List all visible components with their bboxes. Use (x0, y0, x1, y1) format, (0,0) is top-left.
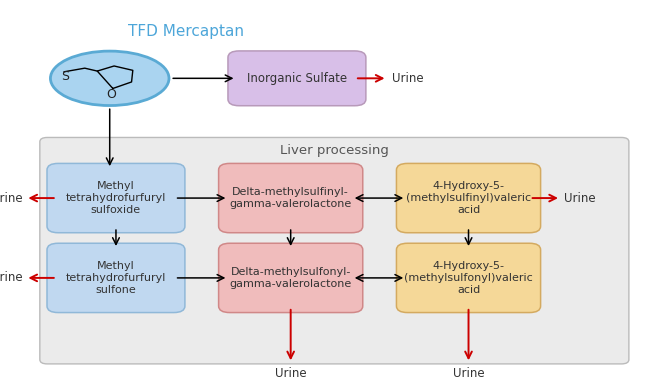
Text: Urine: Urine (0, 192, 22, 204)
Text: Urine: Urine (564, 192, 595, 204)
Text: Liver processing: Liver processing (280, 144, 389, 157)
FancyBboxPatch shape (218, 243, 363, 313)
Ellipse shape (51, 51, 169, 105)
Text: Delta-methylsulfinyl-
gamma-valerolactone: Delta-methylsulfinyl- gamma-valerolacton… (229, 187, 352, 209)
Text: Urine: Urine (393, 72, 424, 85)
FancyBboxPatch shape (218, 163, 363, 233)
Text: S: S (61, 70, 69, 83)
FancyBboxPatch shape (47, 163, 185, 233)
Text: Urine: Urine (0, 271, 22, 284)
Text: Inorganic Sulfate: Inorganic Sulfate (247, 72, 347, 85)
Text: 4-Hydroxy-5-
(methylsulfonyl)valeric
acid: 4-Hydroxy-5- (methylsulfonyl)valeric aci… (404, 260, 533, 295)
Text: 4-Hydroxy-5-
(methylsulfinyl)valeric
acid: 4-Hydroxy-5- (methylsulfinyl)valeric aci… (406, 181, 531, 215)
FancyBboxPatch shape (40, 138, 629, 364)
FancyBboxPatch shape (47, 243, 185, 313)
FancyBboxPatch shape (228, 51, 366, 106)
Text: Methyl
tetrahydrofurfuryl
sulfoxide: Methyl tetrahydrofurfuryl sulfoxide (66, 181, 166, 215)
Text: Delta-methylsulfonyl-
gamma-valerolactone: Delta-methylsulfonyl- gamma-valerolacton… (229, 267, 352, 289)
Text: Urine: Urine (275, 367, 307, 378)
Text: Methyl
tetrahydrofurfuryl
sulfone: Methyl tetrahydrofurfuryl sulfone (66, 260, 166, 295)
Text: Urine: Urine (452, 367, 484, 378)
FancyBboxPatch shape (396, 163, 541, 233)
Text: TFD Mercaptan: TFD Mercaptan (129, 24, 244, 39)
FancyBboxPatch shape (396, 243, 541, 313)
Text: O: O (107, 88, 116, 101)
